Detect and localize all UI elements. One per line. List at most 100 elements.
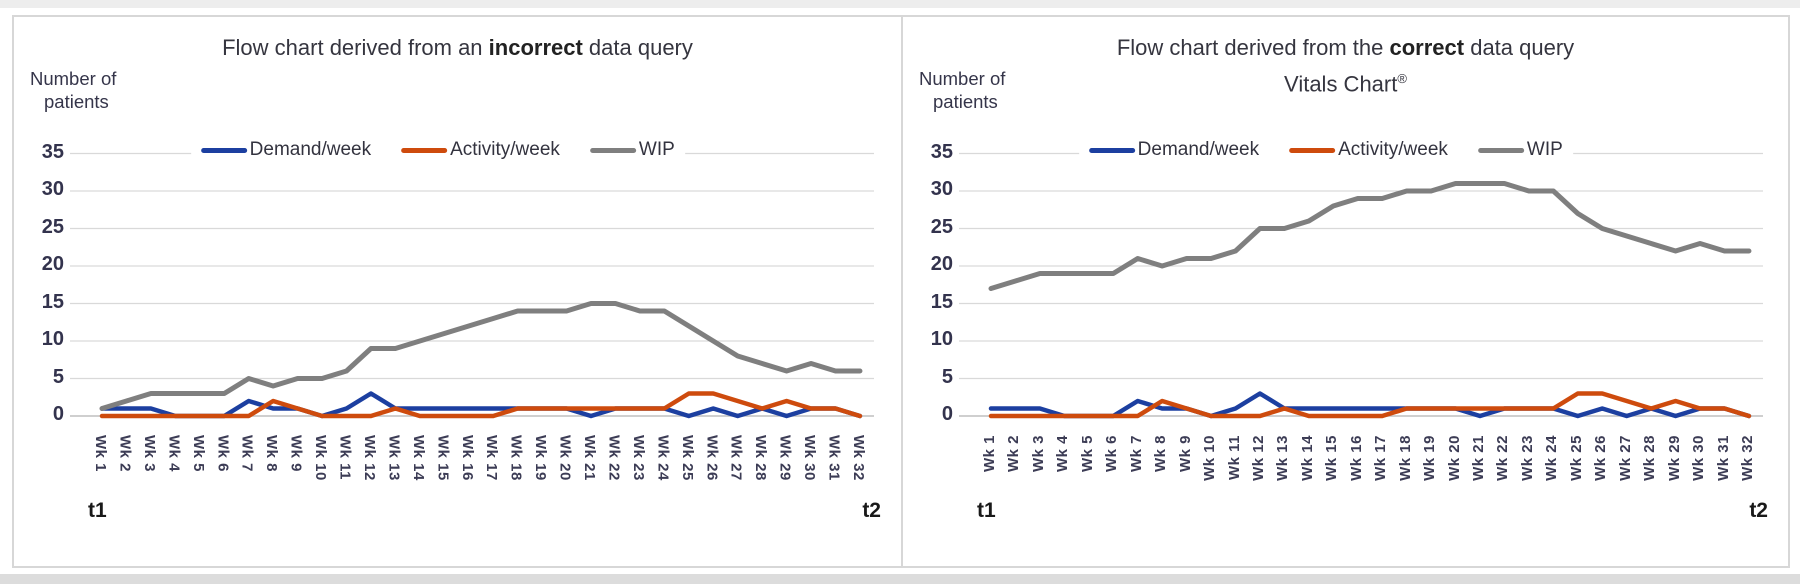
y-axis-title-line2: patients [933,91,998,112]
x-tick-label: Wk 14 [1298,435,1316,481]
y-tick-label: 35 [930,140,953,163]
legend-label: Demand/week [249,139,372,160]
x-tick-label: Wk 25 [1567,435,1585,481]
y-axis-title: Number of patients [30,67,116,113]
legend: Demand/week Activity/week WIP [1078,138,1573,162]
y-tick-label: 25 [41,215,64,238]
x-tick-label: Wk 12 [360,435,378,481]
legend-label: Activity/week [1338,139,1448,160]
x-tick-label: Wk 28 [752,435,770,481]
y-tick-label: 35 [41,140,64,163]
chart-panel-incorrect: Flow chart derived from an incorrect dat… [14,17,901,566]
x-tick-label: Wk 14 [409,435,427,481]
page-bottom-strip [0,574,1800,584]
x-tick-label: Wk 21 [1470,435,1487,481]
legend-item: WIP [1477,139,1563,161]
x-tick-label: Wk 6 [214,435,232,473]
legend-swatch-icon [1088,147,1135,153]
x-tick-label: Wk 29 [1665,435,1683,481]
x-tick-label: Wk 27 [1616,435,1634,481]
x-tick-label: Wk 5 [1078,435,1096,473]
x-tick-label: Wk 1 [981,435,998,473]
legend: Demand/week Activity/week WIP [190,138,685,162]
chart-title-bold: incorrect [488,35,583,60]
x-tick-label: Wk 28 [1641,435,1659,481]
x-tick-label: Wk 22 [1494,435,1512,481]
x-tick-label: Wk 8 [263,435,281,473]
x-tick-label: Wk 9 [287,435,305,473]
x-tick-label: Wk 17 [1372,435,1390,481]
y-tick-label: 15 [930,290,953,313]
x-tick-label: Wk 24 [654,435,672,481]
y-tick-label: 5 [52,365,64,388]
x-tick-label: Wk 15 [434,435,452,481]
charts-frame: Flow chart derived from an incorrect dat… [12,15,1790,568]
y-axis-title-line1: Number of [30,68,117,89]
x-tick-label: Wk 17 [483,435,501,481]
chart-subtitle: Vitals Chart® [903,71,1788,97]
x-tick-label: Wk 15 [1323,435,1341,481]
x-tick-label: Wk 16 [458,435,476,481]
y-tick-label: 25 [930,215,953,238]
time-end-label: t2 [862,499,881,522]
x-tick-label: Wk 10 [1201,435,1219,481]
x-tick-label: Wk 27 [727,435,745,481]
x-tick-label: Wk 18 [507,435,525,481]
legend-label: Demand/week [1137,139,1260,160]
x-tick-label: Wk 23 [629,435,647,481]
x-tick-label: Wk 32 [1738,435,1756,481]
series-line-demand-week [99,391,863,419]
x-tick-label: Wk 10 [312,435,330,481]
x-tick-label: Wk 31 [825,435,843,481]
chart-title: Flow chart derived from an incorrect dat… [14,35,901,61]
legend-item: Activity/week [401,139,560,161]
y-axis-title-line2: patients [44,91,109,112]
y-tick-label: 10 [41,328,64,350]
legend-swatch-icon [1477,147,1524,153]
series-line-demand-week [988,391,1752,419]
y-tick-label: 5 [941,365,953,388]
x-tick-label: Wk 13 [1274,435,1292,481]
legend-label: WIP [1526,139,1563,160]
legend-item: WIP [589,139,675,161]
plot-area [70,152,874,419]
y-tick-label: 30 [930,178,953,200]
x-tick-label: Wk 20 [556,435,574,481]
x-tick-label: Wk 24 [1543,435,1561,481]
chart-title-prefix: Flow chart derived from the [1116,35,1390,60]
x-tick-label: Wk 30 [1690,435,1708,481]
time-start-label: t1 [88,499,107,522]
x-tick-label: Wk 11 [1225,435,1243,481]
y-tick-label: 20 [41,253,64,275]
x-tick-label: Wk 32 [849,435,867,481]
x-tick-label: Wk 31 [1714,435,1732,481]
x-tick-label: Wk 9 [1176,435,1194,473]
y-tick-label: 15 [41,290,64,313]
x-tick-label: Wk 29 [776,435,794,481]
x-tick-label: Wk 20 [1445,435,1463,481]
chart-title-suffix: data query [582,35,693,60]
y-axis-title: Number of patients [919,67,1005,113]
x-tick-label: Wk 5 [189,435,207,473]
legend-swatch-icon [589,147,636,153]
legend-swatch-icon [200,147,247,153]
x-tick-label: Wk 23 [1518,435,1536,481]
x-tick-label: Wk 3 [140,435,158,473]
y-tick-label: 0 [941,403,953,425]
x-tick-label: Wk 19 [1421,435,1439,481]
chart-panel-correct: Flow chart derived from the correct data… [901,17,1788,566]
x-tick-label: Wk 6 [1103,435,1121,473]
legend-label: WIP [638,139,675,160]
x-tick-label: Wk 22 [605,435,623,481]
x-tick-label: Wk 2 [1005,435,1023,473]
x-tick-label: Wk 4 [1054,435,1072,473]
x-tick-label: Wk 7 [238,435,256,473]
time-start-label: t1 [977,499,996,522]
registered-trademark-icon: ® [1397,71,1407,86]
y-tick-label: 10 [930,328,953,350]
legend-item: Demand/week [1088,139,1260,161]
x-tick-label: Wk 4 [165,435,183,473]
x-tick-label: Wk 8 [1152,435,1170,473]
x-tick-label: Wk 13 [385,435,403,481]
legend-swatch-icon [1289,147,1336,153]
